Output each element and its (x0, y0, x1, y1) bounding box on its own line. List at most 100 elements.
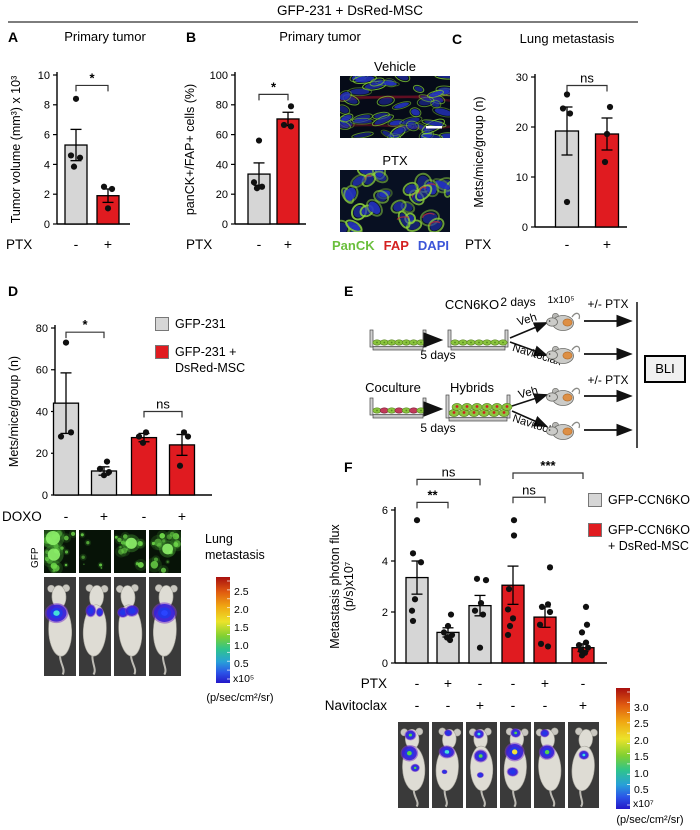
data-point (103, 458, 111, 465)
data-point (96, 465, 104, 473)
cell-dot (390, 409, 393, 412)
data-point (583, 621, 591, 628)
gfp-blob (47, 548, 61, 561)
data-point (184, 433, 192, 440)
mouse-photo (435, 727, 462, 808)
cell-dot (405, 409, 408, 412)
label-ptx-bottom: +/- PTX (587, 373, 628, 387)
cell-nucleus (407, 122, 418, 130)
row-value: - (446, 697, 451, 713)
panel-c-title: Lung metastasis (519, 31, 615, 46)
dsred-dot (505, 405, 509, 408)
gfp-glow (165, 559, 170, 565)
figure-title: GFP-231 + DsRed-MSC (277, 3, 423, 18)
gfp-blob (80, 533, 84, 537)
sig-label: ns (580, 71, 594, 86)
legend-d-swatch-gray (155, 317, 169, 331)
mouse-photo (535, 727, 562, 808)
bli-mouse-d-3 (114, 577, 146, 676)
legend-d-swatch-red (155, 345, 169, 359)
data-point (505, 585, 513, 593)
cell-dot (462, 341, 464, 344)
sig-bracket (258, 93, 289, 101)
cell-nucleus (352, 119, 372, 124)
row-value: + (444, 675, 452, 691)
row-value: - (74, 236, 79, 252)
gfp-blob (151, 541, 156, 546)
data-point (476, 644, 484, 651)
gfp-blob (169, 531, 175, 537)
row-label: PTX (186, 237, 212, 252)
gfp-blob (137, 541, 144, 547)
label-2days: 2 days (500, 295, 535, 309)
gfp-blob (166, 560, 169, 563)
gfp-blob (52, 569, 56, 573)
mouse-photo (400, 727, 426, 808)
mouse-body (118, 604, 143, 657)
colorbar-tick-label: 3.0 (634, 702, 649, 714)
colorbar-tick-label: 1.0 (234, 640, 249, 652)
row-value: - (257, 236, 262, 252)
ptx-image-label: PTX (382, 153, 408, 168)
dsred-dot (452, 411, 456, 414)
sig-label: ns (522, 482, 536, 497)
bli-mouse-f-3 (466, 722, 497, 808)
row-value: + (104, 236, 112, 252)
bli-mouse-f-6 (568, 722, 599, 808)
cell-rim (340, 119, 351, 130)
cell-rim (432, 106, 450, 118)
dish-ccn6ko-1 (369, 329, 427, 351)
cell-nucleus (396, 76, 409, 81)
data-point (135, 433, 143, 440)
cell-dot (390, 341, 393, 344)
data-point (578, 652, 586, 659)
data-point (471, 607, 479, 614)
data-point (482, 577, 490, 584)
scale-bar (426, 126, 442, 129)
panel-b-label: B (186, 29, 197, 45)
y-tick-label: 80 (36, 323, 48, 335)
sig-bracket (416, 478, 481, 486)
data-point (559, 105, 567, 112)
cell-nucleus (437, 76, 450, 79)
cell-rim (347, 87, 373, 97)
y-axis-label: Mets/mice/group (n) (472, 96, 486, 207)
legend-f-swatch-gray (588, 493, 602, 507)
row-value: - (511, 697, 516, 713)
data-point (510, 532, 518, 539)
dsred-dot (462, 411, 466, 414)
colorbar-f-ticks: 3.0 2.5 2.0 1.5 1.0 0.5 (634, 702, 649, 796)
sig-bracket (65, 331, 105, 339)
fap-stain (429, 221, 441, 226)
legend-f-text-2b: + DsRed-MSC (608, 539, 689, 553)
colorbar-tick-label: 2.5 (634, 718, 649, 731)
label-coculture: Coculture (365, 380, 421, 395)
cell-rim (376, 95, 395, 107)
data-point (62, 339, 70, 346)
bli-mouse-d-2 (79, 577, 111, 676)
cell-nucleus (431, 101, 440, 108)
bli-signal-core (514, 731, 518, 735)
dsred-dot (485, 405, 489, 408)
data-point (287, 103, 295, 110)
dsred-dot (472, 411, 476, 414)
colorbar-f (616, 688, 630, 809)
data-point (575, 642, 583, 649)
gfp-blob (125, 537, 137, 549)
arrow-navitoclax-bottom (511, 410, 549, 427)
cell-rim (371, 114, 394, 127)
cell-rim (373, 170, 389, 184)
label-ccn6ko: CCN6KO (445, 297, 499, 312)
mouse-icon-1 (545, 312, 581, 332)
mouse-photo (503, 727, 529, 808)
cell-rim (352, 76, 377, 85)
cell-nucleus (435, 180, 450, 190)
dish-wall (369, 397, 374, 416)
cell-rim (426, 90, 444, 99)
dish-hybrids (445, 394, 513, 422)
data-point (506, 622, 514, 630)
legend-d-text-1: GFP-231 (175, 317, 226, 331)
data-point (504, 631, 512, 639)
dish-wall (445, 394, 450, 419)
legend-d-text-2a: GFP-231 + (175, 345, 237, 359)
